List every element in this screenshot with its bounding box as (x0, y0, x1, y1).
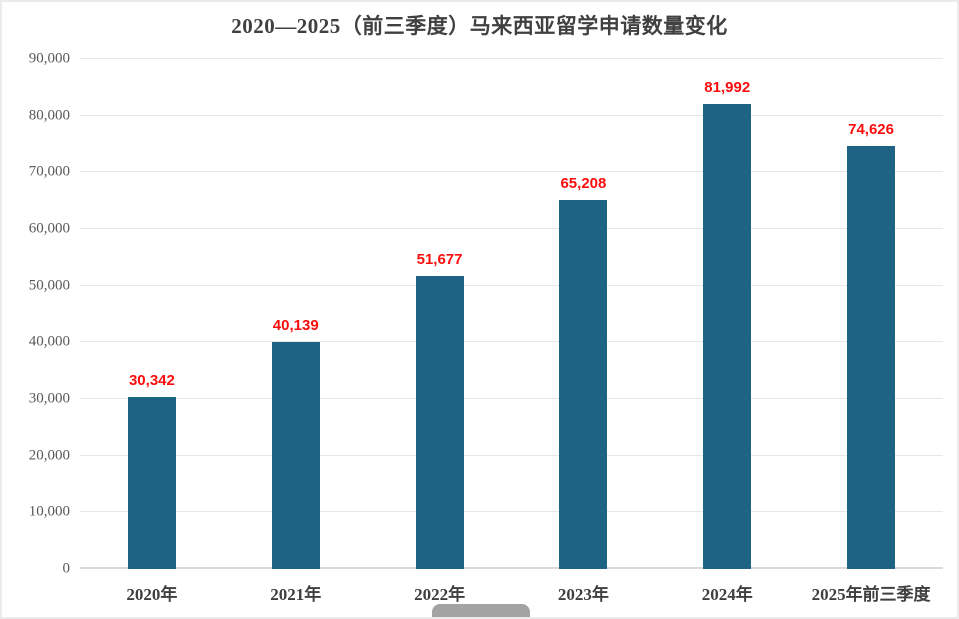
y-gridline (80, 228, 943, 229)
bar-value-label: 51,677 (416, 251, 463, 269)
y-tick-label: 0 (62, 560, 71, 577)
x-tick-label: 2024年 (701, 585, 753, 604)
x-tick-label: 2025年前三季度 (811, 585, 931, 604)
y-gridline (80, 341, 943, 343)
y-gridline (80, 171, 943, 173)
plot-area: 30,342 40,139 51,677 65,208 81,992 74,626 (80, 58, 943, 569)
y-tick-label: 10,000 (28, 503, 70, 520)
x-axis: 2020年 2021年 2022年 2023年 2024年 2025年前三季度 (80, 580, 943, 606)
bar (559, 199, 608, 569)
bar (847, 146, 896, 569)
bar-group: 81,992 (655, 59, 799, 569)
horizontal-scrollbar-thumb[interactable] (432, 604, 530, 617)
y-tick-label: 80,000 (28, 107, 70, 124)
bar-value-label: 30,342 (128, 372, 175, 390)
bar-value-label: 74,626 (848, 121, 895, 139)
y-tick-label: 30,000 (28, 390, 70, 407)
bar (271, 341, 320, 569)
bar-group: 51,677 (368, 59, 512, 569)
y-gridline (80, 511, 943, 513)
y-axis: 0 10,000 20,000 30,000 40,000 50,000 60,000 70,… (2, 51, 70, 577)
y-gridline (80, 58, 943, 59)
x-tick-label: 2021年 (270, 585, 322, 604)
y-tick-label: 20,000 (28, 447, 70, 464)
y-tick-label: 90,000 (28, 50, 70, 67)
bar-group: 40,139 (224, 59, 368, 569)
y-gridline (80, 398, 943, 399)
bar-value-label: 65,208 (560, 174, 607, 192)
bar (127, 397, 176, 569)
bar-value-label: 81,992 (704, 79, 751, 97)
bar-group: 65,208 (512, 59, 656, 569)
x-axis-line (80, 567, 943, 569)
y-tick-label: 50,000 (28, 277, 70, 294)
y-tick-label: 40,000 (28, 333, 70, 350)
y-gridline (80, 114, 943, 116)
chart-title: 2020—2025（前三季度）马来西亚留学申请数量变化 (231, 14, 728, 38)
bar-value-label: 40,139 (272, 316, 319, 334)
y-tick-label: 70,000 (28, 163, 70, 180)
x-tick-label: 2023年 (557, 585, 609, 604)
bar-group: 30,342 (80, 59, 224, 569)
y-gridline (80, 284, 943, 286)
y-tick-label: 60,000 (28, 220, 70, 237)
bar (703, 104, 752, 569)
y-gridline (80, 454, 943, 456)
x-tick-label: 2020年 (126, 585, 178, 604)
bar (415, 276, 464, 569)
x-tick-label: 2022年 (414, 585, 466, 604)
bar-group: 74,626 (799, 59, 943, 569)
